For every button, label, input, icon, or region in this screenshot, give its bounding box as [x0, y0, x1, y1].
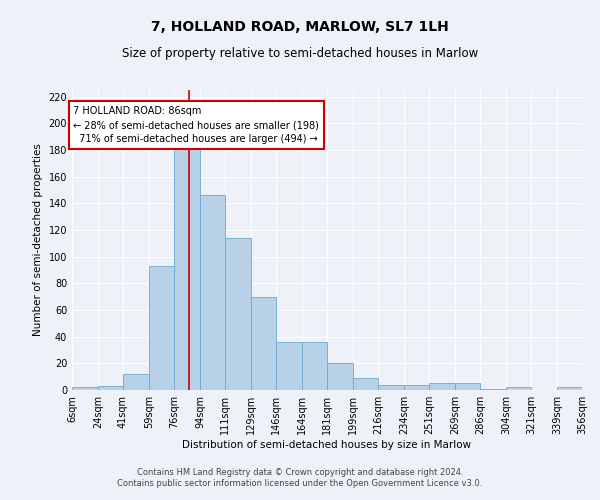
Bar: [123, 374, 149, 390]
Bar: [276, 342, 302, 390]
Bar: [506, 388, 531, 390]
Bar: [174, 144, 200, 390]
Text: Contains HM Land Registry data © Crown copyright and database right 2024.
Contai: Contains HM Land Registry data © Crown c…: [118, 468, 482, 487]
Bar: [480, 388, 506, 390]
Bar: [378, 384, 404, 390]
Bar: [404, 384, 429, 390]
Bar: [429, 384, 455, 390]
Bar: [302, 342, 327, 390]
Text: 7 HOLLAND ROAD: 86sqm
← 28% of semi-detached houses are smaller (198)
  71% of s: 7 HOLLAND ROAD: 86sqm ← 28% of semi-deta…: [73, 106, 319, 144]
Bar: [200, 196, 225, 390]
Bar: [327, 364, 353, 390]
Bar: [98, 386, 123, 390]
Bar: [149, 266, 174, 390]
Bar: [251, 296, 276, 390]
Bar: [353, 378, 378, 390]
Text: Size of property relative to semi-detached houses in Marlow: Size of property relative to semi-detach…: [122, 48, 478, 60]
Bar: [225, 238, 251, 390]
Text: 7, HOLLAND ROAD, MARLOW, SL7 1LH: 7, HOLLAND ROAD, MARLOW, SL7 1LH: [151, 20, 449, 34]
Bar: [72, 388, 98, 390]
X-axis label: Distribution of semi-detached houses by size in Marlow: Distribution of semi-detached houses by …: [182, 440, 472, 450]
Y-axis label: Number of semi-detached properties: Number of semi-detached properties: [33, 144, 43, 336]
Bar: [557, 388, 582, 390]
Bar: [455, 384, 480, 390]
